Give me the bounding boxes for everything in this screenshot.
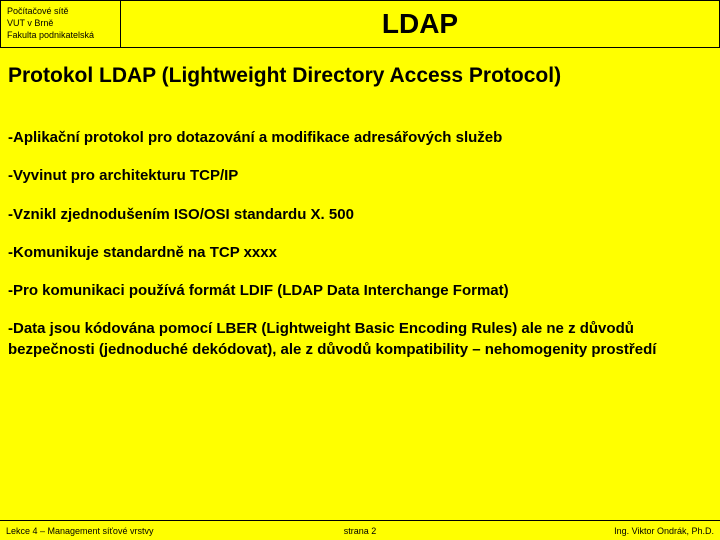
bullet-item: -Data jsou kódována pomocí LBER (Lightwe… bbox=[8, 319, 712, 360]
institution-line-2: VUT v Brně bbox=[7, 18, 114, 30]
slide-subtitle: Protokol LDAP (Lightweight Directory Acc… bbox=[8, 64, 712, 88]
footer-lesson: Lekce 4 – Management síťové vrstvy bbox=[6, 526, 242, 536]
institution-line-1: Počítačové sítě bbox=[7, 6, 114, 18]
bullet-item: -Vznikl zjednodušením ISO/OSI standardu … bbox=[8, 205, 712, 225]
header-institution: Počítačové sítě VUT v Brně Fakulta podni… bbox=[1, 1, 121, 47]
slide-title: LDAP bbox=[121, 1, 719, 47]
bullet-item: -Pro komunikaci používá formát LDIF (LDA… bbox=[8, 281, 712, 301]
institution-line-3: Fakulta podnikatelská bbox=[7, 30, 114, 42]
header-bar: Počítačové sítě VUT v Brně Fakulta podni… bbox=[0, 0, 720, 48]
footer-page: strana 2 bbox=[242, 526, 478, 536]
footer-bar: Lekce 4 – Management síťové vrstvy stran… bbox=[0, 520, 720, 540]
bullet-item: -Komunikuje standardně na TCP xxxx bbox=[8, 243, 712, 263]
bullet-item: -Vyvinut pro architekturu TCP/IP bbox=[8, 166, 712, 186]
bullet-item: -Aplikační protokol pro dotazování a mod… bbox=[8, 128, 712, 148]
slide-content: Protokol LDAP (Lightweight Directory Acc… bbox=[0, 48, 720, 360]
footer-author: Ing. Viktor Ondrák, Ph.D. bbox=[478, 526, 714, 536]
